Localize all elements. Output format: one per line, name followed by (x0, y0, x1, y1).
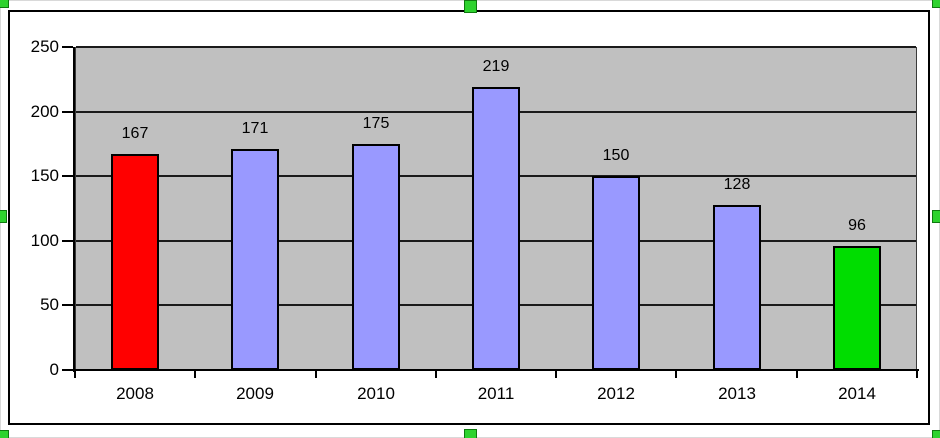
selection-handle-middle-right[interactable] (932, 210, 940, 223)
x-axis-tick-7 (916, 371, 918, 378)
data-label-2012: 150 (602, 147, 630, 164)
x-tick-label-2011: 2011 (477, 384, 515, 403)
y-axis-tick-50 (62, 304, 73, 307)
y-axis-tick-250 (62, 46, 73, 48)
x-axis-tick-2 (314, 371, 317, 378)
y-tick-label-200: 200 (30, 101, 59, 121)
y-tick-label-50: 50 (40, 295, 59, 315)
bar-2013[interactable] (713, 205, 761, 370)
y-axis-tick-200 (62, 110, 73, 113)
x-tick-label-2013: 2013 (718, 384, 756, 403)
y-tick-label-0: 0 (49, 360, 59, 379)
y-axis-tick-150 (62, 175, 73, 178)
x-tick-label-2014: 2014 (838, 384, 876, 403)
data-label-2014: 96 (848, 217, 866, 234)
y-tick-label-100: 100 (30, 230, 59, 250)
data-label-2009: 171 (241, 120, 269, 137)
y-axis-tick-0 (62, 369, 73, 371)
bar-2008[interactable] (111, 154, 159, 370)
selection-handle-top-right[interactable] (932, 0, 940, 8)
x-tick-label-2010: 2010 (357, 384, 395, 403)
bar-2011[interactable] (472, 87, 520, 370)
gridline-250 (76, 46, 916, 48)
bar-2009[interactable] (231, 149, 279, 370)
data-label-2013: 128 (723, 176, 751, 193)
x-tick-label-2009: 2009 (236, 384, 274, 403)
x-tick-label-2012: 2012 (597, 384, 635, 403)
data-label-2008: 167 (121, 125, 149, 142)
y-tick-label-150: 150 (30, 166, 59, 186)
x-tick-label-2008: 2008 (116, 384, 154, 403)
selection-handle-top-center[interactable] (464, 0, 477, 13)
chart-object[interactable]: 167 171 175 219 150 128 96 0 50 100 150 200 250 2008… (8, 10, 930, 425)
selection-handle-bottom-left[interactable] (0, 430, 9, 438)
selection-handle-bottom-right[interactable] (932, 430, 940, 438)
selection-handle-top-left[interactable] (0, 0, 9, 8)
selection-handle-bottom-center[interactable] (464, 429, 477, 438)
y-tick-label-250: 250 (30, 37, 59, 56)
x-axis-tick-5 (675, 371, 678, 378)
x-axis-tick-4 (555, 371, 558, 378)
data-label-2011: 219 (482, 58, 510, 75)
x-axis-tick-1 (194, 371, 197, 378)
y-axis[interactable] (73, 47, 75, 372)
data-label-2010: 175 (362, 115, 390, 132)
bar-2014[interactable] (833, 246, 881, 370)
y-axis-tick-100 (62, 239, 73, 242)
bar-2012[interactable] (592, 176, 640, 370)
x-axis[interactable] (73, 369, 919, 371)
x-axis-tick-0 (74, 371, 76, 378)
x-axis-tick-6 (795, 371, 798, 378)
bar-2010[interactable] (352, 144, 400, 370)
x-axis-tick-3 (434, 371, 437, 378)
selection-handle-middle-left[interactable] (0, 210, 7, 223)
